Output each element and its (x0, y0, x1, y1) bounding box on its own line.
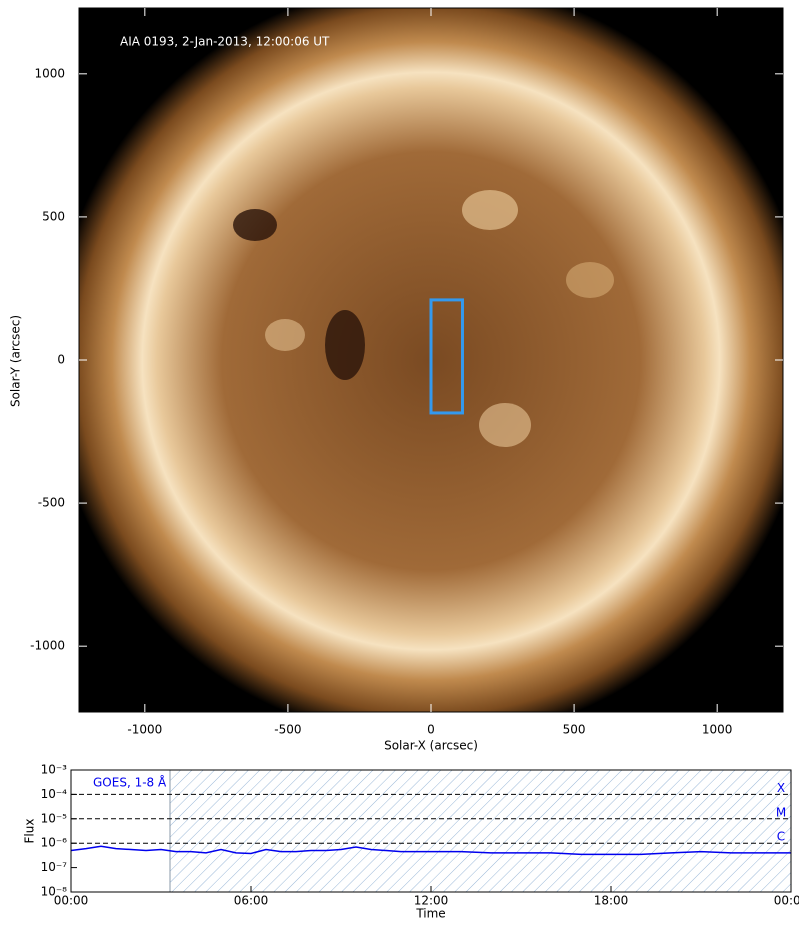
y-tick-label: 10⁻⁸ (41, 885, 68, 899)
x-tick-label: -500 (274, 723, 301, 737)
y-tick-label: 500 (42, 209, 65, 223)
y-tick-label: 10⁻⁷ (41, 860, 68, 874)
y-tick-label: 10⁻⁴ (41, 787, 68, 801)
x-tick-label: -1000 (127, 723, 162, 737)
y-axis-label: Flux (23, 819, 37, 844)
level-label: M (776, 805, 786, 819)
x-tick-label: 18:00 (594, 894, 629, 908)
y-tick-label: 10⁻⁵ (41, 811, 68, 825)
region-box (429, 298, 464, 415)
x-tick-label: 12:00 (414, 894, 449, 908)
y-axis-label: Solar-Y (arcsec) (9, 315, 23, 407)
solar-image (79, 8, 783, 712)
x-tick-label: 0 (427, 723, 435, 737)
y-tick-label: 0 (57, 353, 65, 367)
y-tick-label: 10⁻³ (41, 763, 68, 777)
x-tick-label: 00:00 (54, 894, 89, 908)
x-tick-label: 1000 (702, 723, 733, 737)
hatched-region (170, 770, 791, 892)
x-tick-label: 06:00 (234, 894, 269, 908)
x-axis-label: Solar-X (arcsec) (384, 739, 478, 753)
flux-line (70, 845, 791, 856)
y-tick-label: -500 (38, 496, 65, 510)
annotation: AIA 0193, 2-Jan-2013, 12:00:06 UT (120, 35, 330, 49)
x-axis-label: Time (415, 907, 445, 921)
x-tick-label: 00:00 (774, 894, 799, 908)
y-tick-label: -1000 (30, 639, 65, 653)
legend-label: GOES, 1-8 Å (93, 775, 167, 790)
y-tick-label: 10⁻⁶ (41, 836, 68, 850)
x-tick-label: 500 (563, 723, 586, 737)
y-tick-label: 1000 (34, 66, 65, 80)
level-label: C (777, 830, 785, 844)
level-label: X (777, 781, 785, 795)
